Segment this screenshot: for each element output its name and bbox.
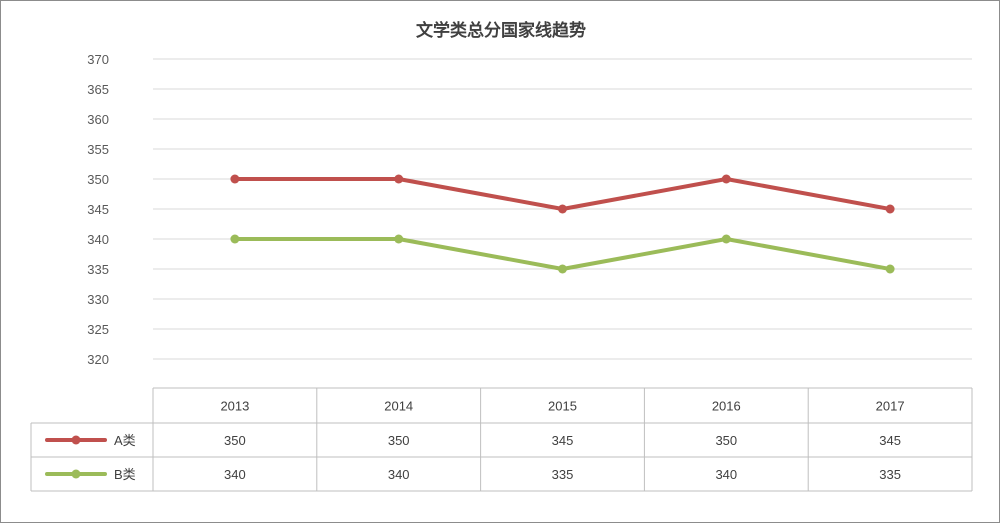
x-tick-label: 2017 xyxy=(876,399,905,414)
x-tick-label: 2016 xyxy=(712,399,741,414)
y-tick-label: 355 xyxy=(87,142,109,157)
y-tick-label: 350 xyxy=(87,172,109,187)
legend-marker xyxy=(71,469,81,479)
data-label: 335 xyxy=(552,467,574,482)
data-point xyxy=(558,264,567,274)
chart-title: 文学类总分国家线趋势 xyxy=(416,20,586,40)
y-tick-label: 345 xyxy=(87,202,109,217)
data-point xyxy=(721,234,731,244)
y-tick-label: 360 xyxy=(87,112,109,127)
y-tick-label: 330 xyxy=(87,292,109,307)
data-point xyxy=(885,264,895,274)
data-label: 340 xyxy=(388,467,410,482)
data-point xyxy=(558,204,567,214)
legend-marker xyxy=(71,435,81,445)
y-tick-label: 320 xyxy=(87,352,109,367)
data-point xyxy=(721,174,731,184)
data-label: 350 xyxy=(388,433,410,448)
x-tick-label: 2015 xyxy=(548,399,577,414)
x-tick-label: 2014 xyxy=(384,399,413,414)
y-tick-label: 340 xyxy=(87,232,109,247)
data-point xyxy=(394,174,404,184)
y-tick-label: 370 xyxy=(87,52,109,67)
data-label: 335 xyxy=(879,467,901,482)
data-label: 345 xyxy=(552,433,574,448)
y-tick-label: 335 xyxy=(87,262,109,277)
legend-label: B类 xyxy=(114,467,136,482)
legend-label: A类 xyxy=(114,433,136,448)
y-tick-label: 325 xyxy=(87,322,109,337)
data-label: 340 xyxy=(224,467,246,482)
data-point xyxy=(394,234,404,244)
data-label: 350 xyxy=(715,433,737,448)
data-point xyxy=(885,204,895,214)
x-tick-label: 2013 xyxy=(220,399,249,414)
data-label: 345 xyxy=(879,433,901,448)
y-axis-ticks: 320 325 330 335 340 345 350 355 360 365 370 xyxy=(87,52,109,367)
plot-series xyxy=(230,174,895,274)
data-table: 2013 2014 2015 2016 2017 A类 350 350 345 350 345 B类 3… xyxy=(30,387,973,492)
data-label: 340 xyxy=(715,467,737,482)
data-point xyxy=(230,234,240,244)
data-point xyxy=(230,174,240,184)
data-label: 350 xyxy=(224,433,246,448)
y-tick-label: 365 xyxy=(87,82,109,97)
